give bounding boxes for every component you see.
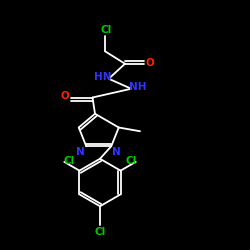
Text: N: N — [112, 147, 121, 157]
Text: NH: NH — [130, 82, 147, 92]
Text: N: N — [76, 147, 85, 157]
Text: O: O — [146, 58, 154, 68]
Text: Cl: Cl — [63, 156, 74, 166]
Text: HN: HN — [94, 72, 111, 82]
Text: Cl: Cl — [94, 227, 106, 237]
Text: Cl: Cl — [126, 156, 137, 166]
Text: O: O — [60, 91, 69, 101]
Text: Cl: Cl — [100, 25, 112, 35]
